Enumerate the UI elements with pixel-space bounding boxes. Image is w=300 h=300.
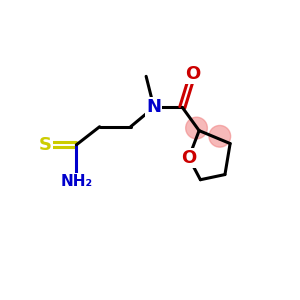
Text: O: O xyxy=(185,65,200,83)
Text: N: N xyxy=(146,98,161,116)
Circle shape xyxy=(209,125,231,147)
Text: NH₂: NH₂ xyxy=(60,173,92,188)
Text: O: O xyxy=(181,149,196,167)
Circle shape xyxy=(186,117,207,139)
Text: S: S xyxy=(39,136,52,154)
